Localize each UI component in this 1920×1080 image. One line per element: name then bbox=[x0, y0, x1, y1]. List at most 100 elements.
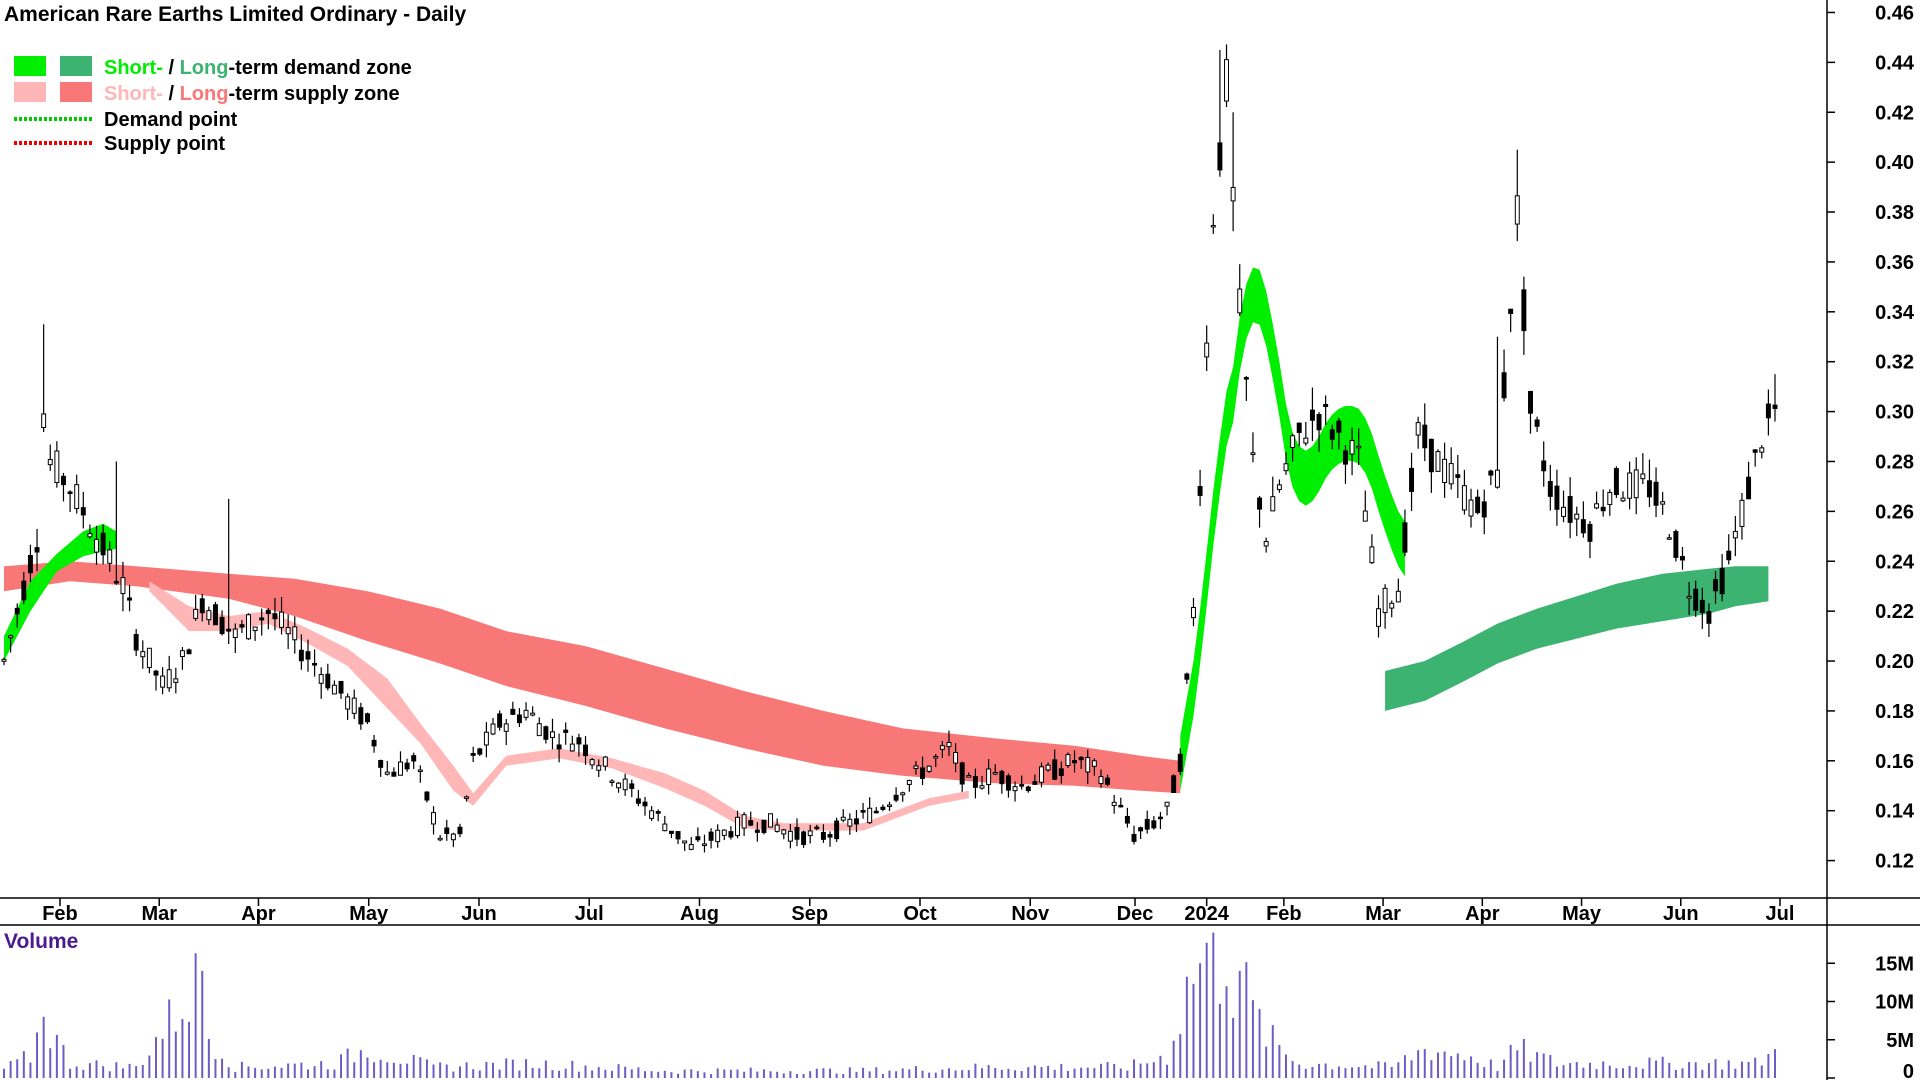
candle-body bbox=[1078, 756, 1084, 761]
candle-body bbox=[437, 837, 443, 841]
month-label: Feb bbox=[42, 903, 78, 925]
candle-body bbox=[1171, 775, 1177, 794]
candle-body bbox=[153, 670, 159, 676]
candle-body bbox=[1494, 469, 1500, 488]
candle-body bbox=[1276, 484, 1282, 491]
candle-body bbox=[1290, 435, 1296, 448]
candle-body bbox=[54, 450, 60, 484]
candle-body bbox=[1012, 786, 1018, 792]
candle-body bbox=[887, 804, 892, 807]
candle-body bbox=[550, 731, 555, 738]
price-tick-label: 0.44 bbox=[1875, 52, 1915, 74]
candle-body bbox=[100, 532, 106, 556]
candle-body bbox=[252, 626, 258, 632]
candle-body bbox=[662, 823, 668, 832]
candle-body bbox=[1475, 496, 1481, 514]
price-tick-label: 0.18 bbox=[1875, 701, 1914, 723]
candle-body bbox=[1045, 764, 1051, 771]
candle-body bbox=[219, 616, 225, 635]
candle-body bbox=[596, 765, 602, 771]
candle-body bbox=[107, 549, 113, 564]
candle-body bbox=[1461, 485, 1467, 511]
date-axis: Feb Mar Apr May Jun Jul Aug Sep Oct Nov Dec 2024 Feb… bbox=[42, 898, 1794, 925]
price-tick-label: 0.42 bbox=[1875, 102, 1914, 124]
candle-body bbox=[1197, 486, 1203, 496]
candle-body bbox=[986, 768, 992, 786]
candle-body bbox=[411, 755, 417, 762]
candle-body bbox=[926, 765, 932, 772]
candle-body bbox=[1752, 449, 1758, 453]
candle-body bbox=[312, 662, 318, 666]
month-label: Apr bbox=[241, 903, 276, 925]
legend-supply-point: Supply point bbox=[104, 133, 225, 155]
legend-long-demand-swatch bbox=[60, 56, 92, 76]
candle-body bbox=[1131, 833, 1137, 842]
candle-body bbox=[794, 826, 800, 840]
price-tick-label: 0.38 bbox=[1875, 202, 1914, 224]
candle-body bbox=[1534, 419, 1540, 427]
candle-body bbox=[655, 811, 661, 814]
month-label: Feb bbox=[1266, 903, 1302, 925]
candle-body bbox=[246, 614, 251, 640]
candle-body bbox=[735, 816, 740, 837]
candle-body bbox=[1567, 496, 1573, 523]
candle-body bbox=[1600, 506, 1606, 512]
candle-body bbox=[1699, 599, 1705, 613]
candle-body bbox=[1237, 288, 1243, 314]
candle-body bbox=[1422, 424, 1428, 449]
candle-body bbox=[1362, 510, 1368, 522]
month-label: 2024 bbox=[1184, 903, 1229, 925]
candle-body bbox=[622, 778, 628, 791]
candle-body bbox=[34, 547, 40, 553]
candle-body bbox=[774, 824, 780, 832]
candle-body bbox=[450, 833, 456, 841]
legend-supply-zone: Short- / Long-term supply zone bbox=[104, 83, 400, 105]
candle-body bbox=[853, 818, 859, 825]
candle-body bbox=[1164, 801, 1170, 807]
price-tick-label: 0.12 bbox=[1875, 851, 1914, 873]
price-tick-label: 0.40 bbox=[1875, 152, 1914, 174]
candle-body bbox=[682, 840, 688, 844]
candle-body bbox=[1633, 469, 1639, 499]
short-supply-zone bbox=[149, 581, 969, 831]
candle-body bbox=[1607, 491, 1613, 506]
candle-body bbox=[933, 756, 939, 759]
candle-body bbox=[900, 792, 906, 796]
candle-body bbox=[1111, 801, 1117, 807]
candle-body bbox=[424, 791, 430, 801]
month-label: Jun bbox=[1663, 903, 1699, 925]
candle-body bbox=[8, 635, 14, 639]
candle-body bbox=[490, 723, 496, 735]
candle-body bbox=[827, 834, 833, 838]
candle-body bbox=[761, 819, 767, 833]
candle-body bbox=[1580, 519, 1586, 534]
candle-body bbox=[1, 658, 7, 662]
candle-body bbox=[1204, 342, 1210, 358]
candle-body bbox=[741, 814, 747, 829]
candle-body bbox=[444, 827, 450, 834]
candle-body bbox=[1316, 414, 1322, 431]
candle-body bbox=[431, 812, 437, 825]
candle-body bbox=[920, 767, 926, 779]
candle-body bbox=[1561, 506, 1567, 517]
candle-body bbox=[1349, 439, 1355, 455]
candle-body bbox=[906, 780, 912, 785]
candle-body bbox=[1765, 403, 1771, 419]
candle-body bbox=[536, 723, 542, 737]
candle-body bbox=[351, 697, 357, 714]
month-label: Apr bbox=[1465, 903, 1500, 925]
price-tick-label: 0.30 bbox=[1875, 402, 1914, 424]
candle-body bbox=[1124, 815, 1130, 824]
candle-body bbox=[1342, 450, 1348, 465]
candle-body bbox=[41, 413, 47, 428]
candle-body bbox=[1666, 537, 1672, 540]
candle-body bbox=[239, 624, 245, 628]
price-tick-label: 0.16 bbox=[1875, 751, 1914, 773]
candle-body bbox=[701, 843, 707, 846]
candle-body bbox=[510, 708, 516, 715]
candle-body bbox=[305, 651, 311, 660]
candle-body bbox=[642, 801, 648, 807]
candle-body bbox=[1336, 420, 1342, 433]
candle-body bbox=[391, 771, 397, 777]
price-tick-label: 0.24 bbox=[1875, 551, 1915, 573]
